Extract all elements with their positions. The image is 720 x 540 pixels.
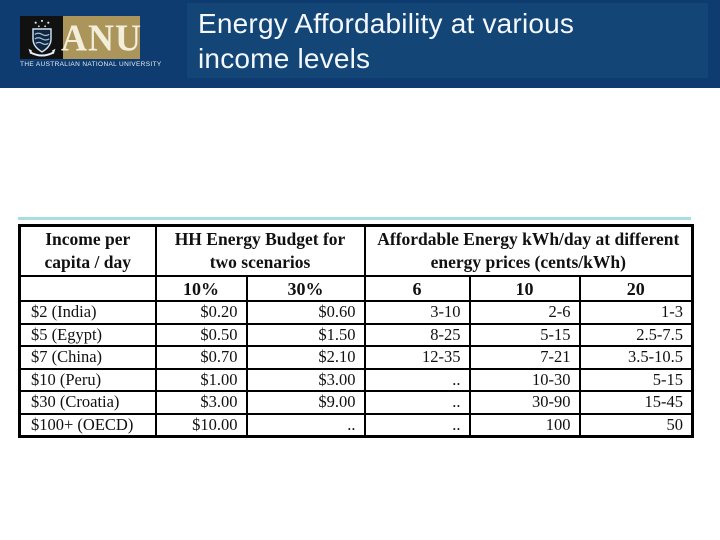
table-cell: $10 (Peru) <box>18 367 157 392</box>
table-cell: 30-90 <box>468 390 581 415</box>
table-cell: 100 <box>468 412 581 438</box>
table-row: $2 (India) $0.20 $0.60 3-10 2-6 1-3 <box>18 300 694 325</box>
table-cell: $2 (India) <box>18 300 157 325</box>
column-group-header: Affordable Energy kWh/day at different e… <box>363 224 694 277</box>
table-cell: $0.50 <box>154 322 248 347</box>
sub-header-cell: 30% <box>245 275 366 302</box>
affordability-table-container: Income per capita / day HH Energy Budget … <box>18 217 695 438</box>
table-cell: 50 <box>578 412 694 438</box>
table-cell: $0.20 <box>154 300 248 325</box>
table-cell: $9.00 <box>245 390 366 415</box>
table-row: $7 (China) $0.70 $2.10 12-35 7-21 3.5-10.5 <box>18 345 694 370</box>
table-cell: .. <box>245 412 366 438</box>
table-body: $2 (India) $0.20 $0.60 3-10 2-6 1-3 $5 (Egypt)… <box>18 300 694 438</box>
table-cell: 2.5-7.5 <box>578 322 694 347</box>
table-cell: 5-15 <box>578 367 694 392</box>
table-cell: $2.10 <box>245 345 366 370</box>
affordability-table: Income per capita / day HH Energy Budget … <box>18 224 695 438</box>
table-row: $30 (Croatia) $3.00 $9.00.. 30-90 15-45 <box>18 390 694 415</box>
table-cell: 7-21 <box>468 345 581 370</box>
table-cell: 5-15 <box>468 322 581 347</box>
slide-title-box: Energy Affordability at various income l… <box>187 3 708 78</box>
slide-title-line2: income levels <box>198 42 371 74</box>
table-row: $10 (Peru) $1.00 $3.00.. 10-30 5-15 <box>18 367 694 392</box>
table-cell: $3.00 <box>245 367 366 392</box>
slide-title-line1: Energy Affordability at various <box>198 7 575 39</box>
column-group-row: Income per capita / day HH Energy Budget … <box>18 224 694 277</box>
table-row: $100+ (OECD) $10.00.... 100 50 <box>18 412 694 438</box>
table-head: Income per capita / day HH Energy Budget … <box>18 224 694 302</box>
table-cell: $30 (Croatia) <box>18 390 157 415</box>
table-cell: 8-25 <box>363 322 471 347</box>
sub-header-cell: 10 <box>468 275 581 302</box>
sub-header-row: 10% 30% 6 10 20 <box>18 275 694 302</box>
column-group-header: HH Energy Budget for two scenarios <box>154 224 366 277</box>
column-group-header: Income per capita / day <box>18 224 157 277</box>
anu-crest-icon <box>28 19 55 57</box>
table-cell: 15-45 <box>578 390 694 415</box>
table-cell: 3-10 <box>363 300 471 325</box>
table-cell: $100+ (OECD) <box>18 412 157 438</box>
table-cell: $5 (Egypt) <box>18 322 157 347</box>
slide-header-band: ANU THE AUSTRALIAN NATIONAL UNIVERSITY E… <box>0 0 720 88</box>
university-name-text: THE AUSTRALIAN NATIONAL UNIVERSITY <box>20 61 162 68</box>
table-cell: .. <box>363 390 471 415</box>
table-cell: 12-35 <box>363 345 471 370</box>
table-cell: 3.5-10.5 <box>578 345 694 370</box>
table-cell: 10-30 <box>468 367 581 392</box>
sub-header-cell: 10% <box>154 275 248 302</box>
table-cell: .. <box>363 367 471 392</box>
table-cell: 1-3 <box>578 300 694 325</box>
anu-logo: ANU THE AUSTRALIAN NATIONAL UNIVERSITY <box>20 16 162 68</box>
sub-header-cell <box>18 275 157 302</box>
anu-crest-icon <box>20 16 63 59</box>
table-cell: $0.70 <box>154 345 248 370</box>
anu-acronym-box: ANU <box>61 16 142 59</box>
sub-header-cell: 20 <box>578 275 694 302</box>
anu-acronym-text: ANU <box>61 16 142 59</box>
table-cell: $10.00 <box>154 412 248 438</box>
table-cell: $1.50 <box>245 322 366 347</box>
sub-header-cell: 6 <box>363 275 471 302</box>
table-cell: .. <box>363 412 471 438</box>
table-cell: $7 (China) <box>18 345 157 370</box>
table-cell: 2-6 <box>468 300 581 325</box>
table-row: $5 (Egypt) $0.50 $1.50 8-25 5-15 2.5-7.5 <box>18 322 694 347</box>
table-cell: $1.00 <box>154 367 248 392</box>
table-cell: $0.60 <box>245 300 366 325</box>
table-cell: $3.00 <box>154 390 248 415</box>
table-accent-line <box>18 217 691 220</box>
